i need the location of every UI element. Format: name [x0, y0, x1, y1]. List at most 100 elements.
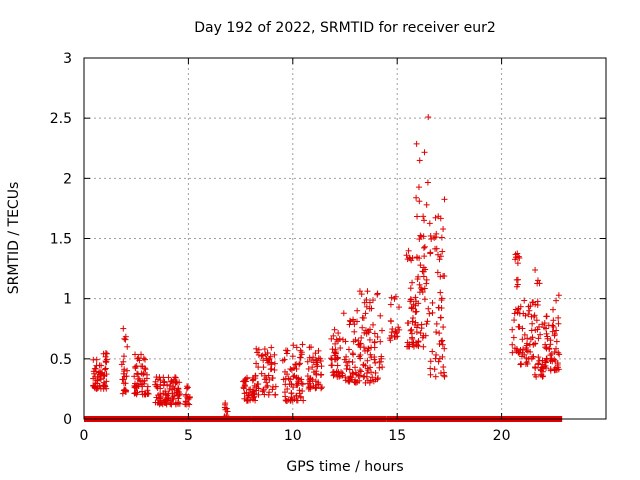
data-point [420, 264, 427, 271]
data-point [349, 376, 356, 383]
data-point [379, 364, 386, 371]
data-point [542, 362, 549, 369]
data-point [542, 344, 549, 351]
data-point [417, 330, 424, 337]
data-point [426, 310, 433, 317]
data-point [524, 348, 531, 355]
data-point [516, 254, 523, 261]
data-point [283, 350, 290, 357]
data-point [247, 397, 254, 404]
data-point [347, 318, 354, 325]
data-point [367, 364, 374, 371]
data-point [551, 332, 558, 339]
data-point [346, 366, 353, 373]
data-point [427, 358, 434, 365]
data-point [132, 389, 139, 396]
data-point [395, 324, 402, 331]
data-point [439, 341, 446, 348]
data-point [376, 364, 383, 371]
data-point [330, 372, 337, 379]
data-point [166, 385, 173, 392]
data-point [524, 340, 531, 347]
data-point [427, 371, 434, 378]
data-point [342, 338, 349, 345]
data-point [293, 344, 300, 351]
data-point [415, 184, 422, 191]
data-point [433, 351, 440, 358]
data-point [420, 343, 427, 350]
data-point [423, 321, 430, 328]
data-point [393, 329, 400, 336]
data-point [427, 250, 434, 257]
data-point [103, 356, 110, 363]
data-point [288, 381, 295, 388]
data-point [292, 361, 299, 368]
data-point [329, 346, 336, 353]
data-point [366, 299, 373, 306]
data-point [184, 384, 191, 391]
data-point [312, 385, 319, 392]
axis-ticks: 0 0.5 1 1.5 2 2.5 3 0 5 10 15 20 [50, 51, 606, 444]
data-point [268, 344, 275, 351]
data-point [281, 389, 288, 396]
data-point [365, 345, 372, 352]
data-point [261, 346, 268, 353]
data-point [367, 351, 374, 358]
data-point [539, 368, 546, 375]
data-point [437, 215, 444, 222]
data-point [437, 314, 444, 321]
data-point [141, 365, 148, 372]
data-point [343, 365, 350, 372]
data-point [533, 317, 540, 324]
data-point [223, 405, 230, 412]
data-point [305, 385, 312, 392]
data-point [525, 311, 532, 318]
data-point [541, 363, 548, 370]
data-point [405, 247, 412, 254]
data-point [345, 377, 352, 384]
data-point [407, 327, 414, 334]
data-point [263, 374, 270, 381]
data-point [308, 344, 315, 351]
data-point [169, 394, 176, 401]
data-point [331, 349, 338, 356]
data-point [549, 328, 556, 335]
data-point [414, 276, 421, 283]
data-point [267, 353, 274, 360]
data-point [143, 375, 150, 382]
data-point [103, 385, 110, 392]
data-point [313, 361, 320, 368]
data-point [253, 360, 260, 367]
data-point [352, 364, 359, 371]
data-point [544, 335, 551, 342]
data-point [251, 390, 258, 397]
data-point [418, 321, 425, 328]
data-point [339, 370, 346, 377]
data-point [284, 386, 291, 393]
data-point [97, 376, 104, 383]
data-point [372, 369, 379, 376]
data-point [441, 345, 448, 352]
data-point [394, 333, 401, 340]
data-point [176, 379, 183, 386]
data-point [421, 217, 428, 224]
data-point [300, 397, 307, 404]
data-point [243, 397, 250, 404]
data-point [374, 376, 381, 383]
data-point [377, 338, 384, 345]
data-point [371, 353, 378, 360]
data-point [416, 281, 423, 288]
data-point [354, 307, 361, 314]
data-point [90, 356, 97, 363]
data-point [133, 391, 140, 398]
data-point [532, 327, 539, 334]
data-point [120, 358, 127, 365]
data-point [436, 330, 443, 337]
data-point [358, 334, 365, 341]
data-point [334, 373, 341, 380]
x-axis-label: GPS time / hours [286, 459, 403, 475]
data-point [258, 370, 265, 377]
data-point [509, 341, 516, 348]
data-point [250, 394, 257, 401]
data-point [368, 305, 375, 312]
